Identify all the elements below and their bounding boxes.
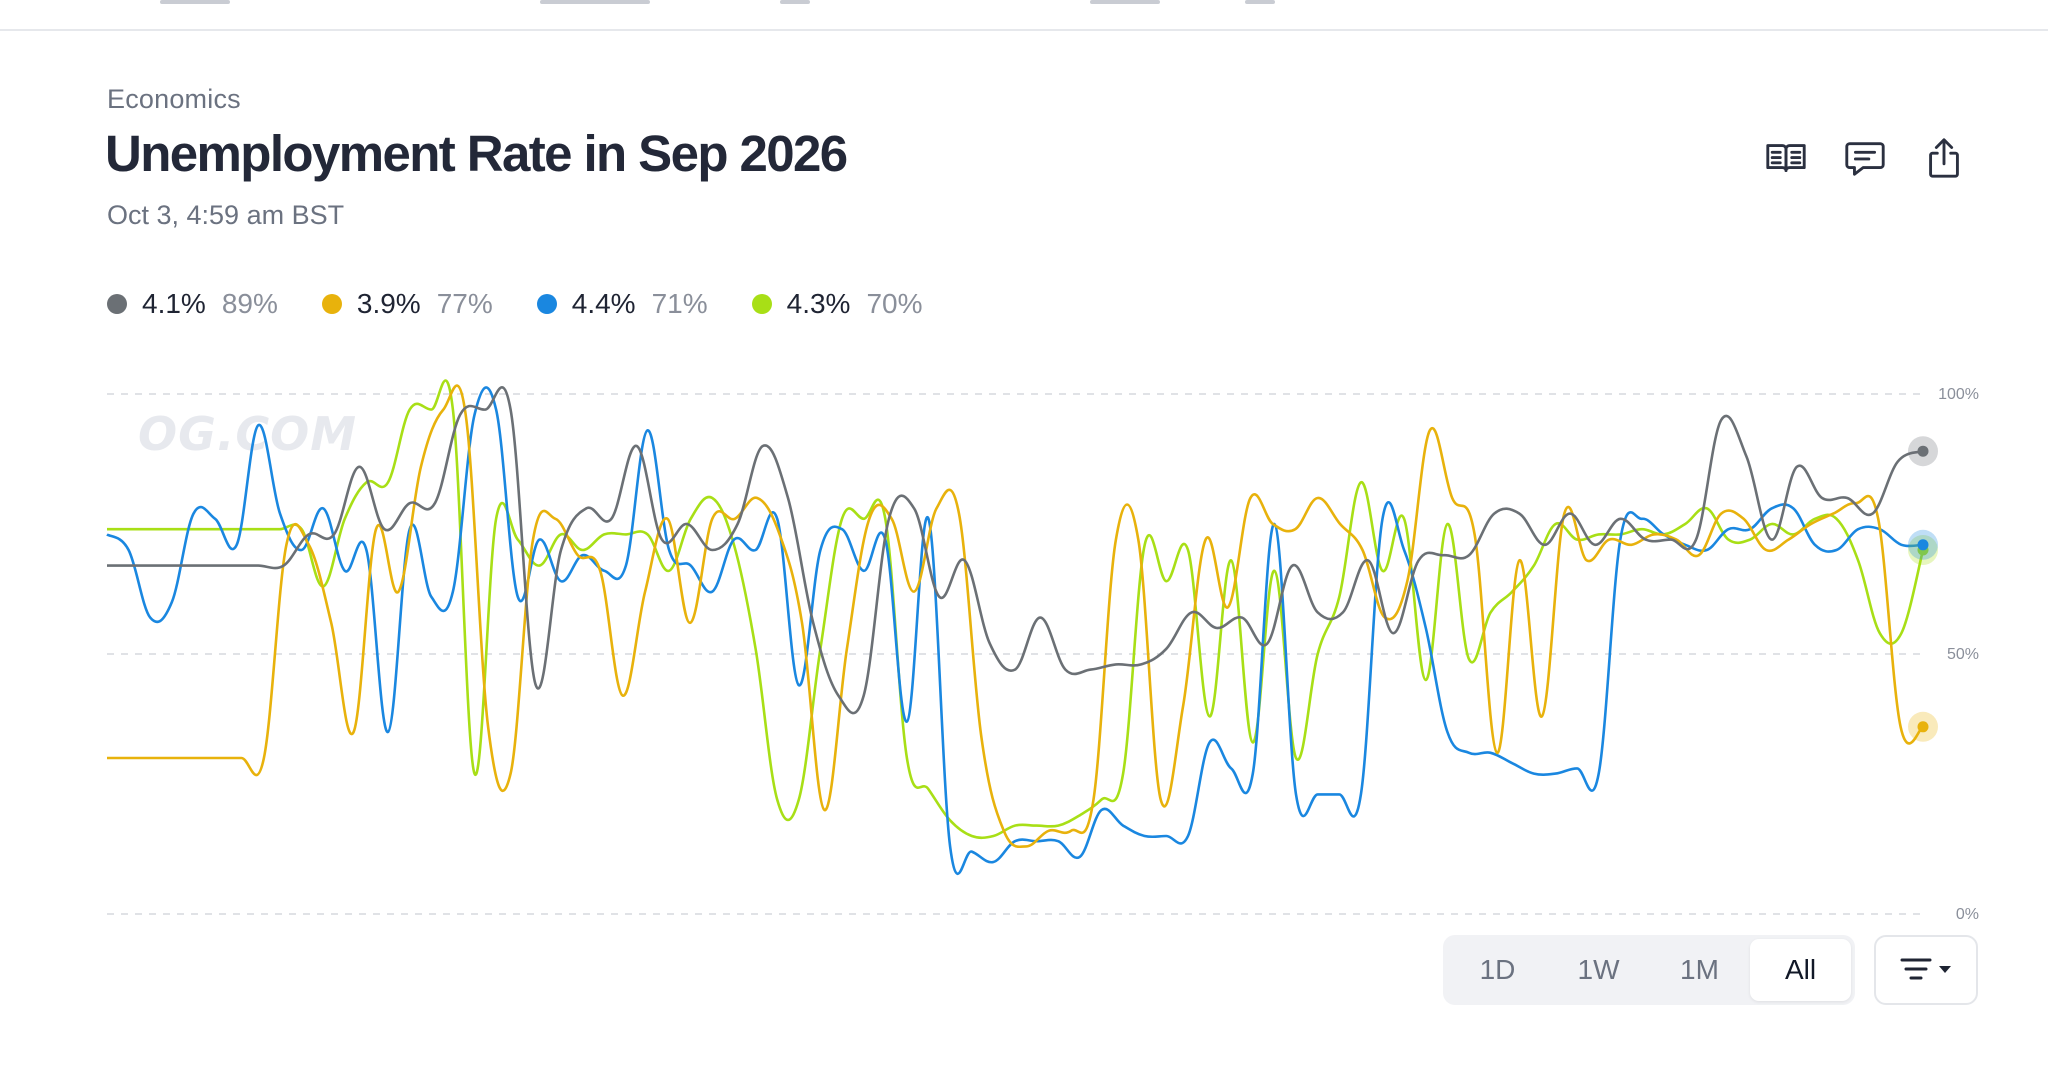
filter-lines-icon bbox=[1900, 958, 1951, 980]
chart-watermark: OG.COM bbox=[138, 407, 357, 461]
share-button[interactable] bbox=[1920, 134, 1968, 182]
chart-legend: 4.1% 89% 3.9% 77% 4.4% 71% 4.3% 70% bbox=[107, 288, 967, 320]
legend-item-1[interactable]: 3.9% 77% bbox=[321, 288, 493, 320]
series-end-point bbox=[1917, 539, 1929, 551]
legend-dot bbox=[536, 294, 557, 314]
legend-value: 4.3% bbox=[786, 288, 851, 319]
probability-chart[interactable]: OG.COM 100% 50% 0% bbox=[0, 370, 2048, 930]
legend-value: 4.1% bbox=[142, 288, 206, 319]
y-tick-label: 50% bbox=[1947, 646, 1979, 663]
series-line bbox=[107, 379, 1925, 840]
legend-probability: 89% bbox=[221, 288, 278, 319]
series-line bbox=[106, 386, 1924, 876]
series-line bbox=[106, 386, 1924, 715]
legend-value: 4.4% bbox=[571, 288, 636, 319]
legend-dot bbox=[321, 294, 342, 314]
legend-value: 3.9% bbox=[356, 288, 421, 319]
legend-item-0[interactable]: 4.1% 89% bbox=[107, 288, 278, 320]
rules-book-icon bbox=[1766, 144, 1806, 172]
legend-probability: 71% bbox=[651, 288, 708, 319]
range-button-1m[interactable]: 1M bbox=[1680, 954, 1719, 985]
range-button-1w[interactable]: 1W bbox=[1577, 954, 1620, 985]
market-timestamp: Oct 3, 4:59 am BST bbox=[107, 200, 345, 230]
y-tick-label: 0% bbox=[1956, 906, 1979, 923]
legend-item-2[interactable]: 4.4% 71% bbox=[536, 288, 708, 320]
legend-probability: 70% bbox=[866, 288, 923, 319]
previous-section-fragment bbox=[0, 0, 2048, 10]
range-button-all[interactable]: All bbox=[1750, 939, 1851, 1001]
legend-dot bbox=[107, 294, 127, 314]
chart-settings-button[interactable] bbox=[1874, 935, 1978, 1005]
comments-button[interactable] bbox=[1841, 134, 1889, 182]
share-icon bbox=[1929, 138, 1959, 178]
legend-probability: 77% bbox=[436, 288, 493, 319]
time-range-selector: 1D 1W 1M All bbox=[1443, 935, 1855, 1005]
range-button-1d[interactable]: 1D bbox=[1479, 954, 1516, 985]
series-line bbox=[106, 384, 1924, 849]
market-title: Unemployment Rate in Sep 2026 bbox=[105, 125, 848, 182]
market-category[interactable]: Economics bbox=[107, 84, 241, 114]
top-divider bbox=[0, 29, 2048, 31]
rules-button[interactable] bbox=[1762, 134, 1810, 182]
y-tick-label: 100% bbox=[1938, 386, 1979, 403]
chevron-down-icon bbox=[1939, 966, 1951, 973]
legend-item-3[interactable]: 4.3% 70% bbox=[751, 288, 923, 320]
series-end-point bbox=[1917, 445, 1929, 457]
series-end-point bbox=[1917, 721, 1929, 733]
legend-dot bbox=[751, 294, 772, 314]
comments-icon bbox=[1845, 142, 1885, 176]
